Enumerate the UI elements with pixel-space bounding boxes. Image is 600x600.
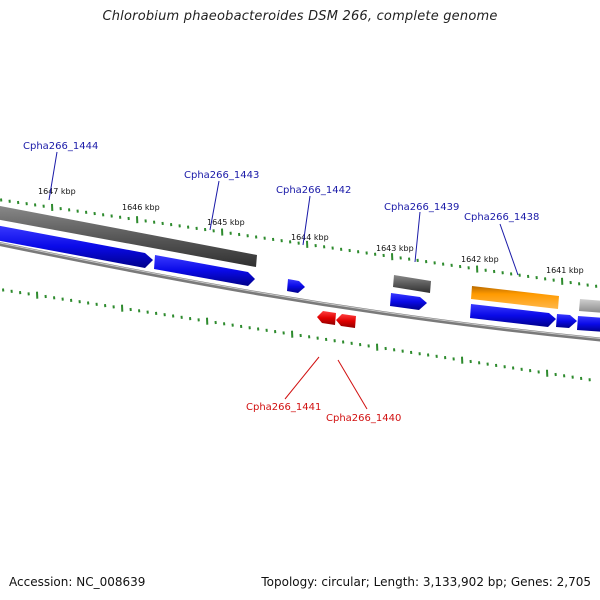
kbp-label-1642: 1642 kbp	[461, 255, 499, 264]
gray-feature-1444-1443[interactable]	[0, 205, 257, 267]
kbp-label-1645: 1645 kbp	[207, 218, 245, 227]
cds-1442[interactable]	[287, 279, 305, 293]
accession-text: Accession: NC_008639	[9, 575, 146, 589]
gene-label-leaders	[48, 151, 519, 410]
cds-1439[interactable]	[390, 293, 427, 310]
leader-1444	[48, 151, 58, 201]
cds-1443[interactable]	[154, 255, 255, 286]
genome-summary-text: Topology: circular; Length: 3,133,902 bp…	[261, 575, 591, 589]
leader-1438	[499, 223, 519, 276]
cds-1440[interactable]	[336, 314, 356, 328]
gene-labels: Cpha266_1444 Cpha266_1443 Cpha266_1442 C…	[23, 141, 539, 424]
leader-1440	[337, 359, 368, 410]
orange-feature-1438[interactable]	[471, 286, 559, 309]
cds-1436[interactable]	[577, 316, 600, 332]
genome-backbone-highlight	[0, 242, 600, 339]
leader-1443	[209, 180, 220, 231]
gene-label-cpha266-1444[interactable]: Cpha266_1444	[23, 141, 98, 152]
genome-backbone	[0, 241, 600, 342]
leader-1442	[302, 195, 311, 246]
gene-label-cpha266-1439[interactable]: Cpha266_1439	[384, 202, 459, 213]
kbp-label-1646: 1646 kbp	[122, 203, 160, 212]
kbp-label-1644: 1644 kbp	[291, 233, 329, 242]
cds-1444[interactable]	[0, 225, 153, 268]
gene-label-cpha266-1442[interactable]: Cpha266_1442	[276, 185, 351, 196]
gene-label-cpha266-1441[interactable]: Cpha266_1441	[246, 402, 321, 413]
tick-row-bottom	[2, 288, 591, 382]
cds-1437[interactable]	[556, 314, 577, 328]
leader-1439	[414, 211, 421, 263]
cds-1441[interactable]	[317, 311, 336, 325]
kbp-label-1643: 1643 kbp	[376, 244, 414, 253]
cds-1438[interactable]	[470, 304, 556, 327]
kbp-label-1641: 1641 kbp	[546, 266, 584, 275]
leader-1441	[284, 356, 320, 400]
gene-label-cpha266-1438[interactable]: Cpha266_1438	[464, 212, 539, 223]
gene-label-cpha266-1443[interactable]: Cpha266_1443	[184, 170, 259, 181]
forward-cds-track	[0, 225, 600, 332]
reverse-cds-track	[317, 311, 356, 328]
kbp-label-1647: 1647 kbp	[38, 187, 76, 196]
lightgray-feature-right[interactable]	[579, 299, 600, 313]
gene-label-cpha266-1440[interactable]: Cpha266_1440	[326, 413, 401, 424]
gray-feature-1439[interactable]	[393, 275, 431, 293]
feature-track-gray	[0, 205, 600, 313]
map-title: Chlorobium phaeobacteroides DSM 266, com…	[102, 9, 498, 24]
kbp-labels: 1647 kbp 1646 kbp 1645 kbp 1644 kbp 1643…	[38, 187, 584, 275]
tick-row-top	[0, 198, 598, 288]
